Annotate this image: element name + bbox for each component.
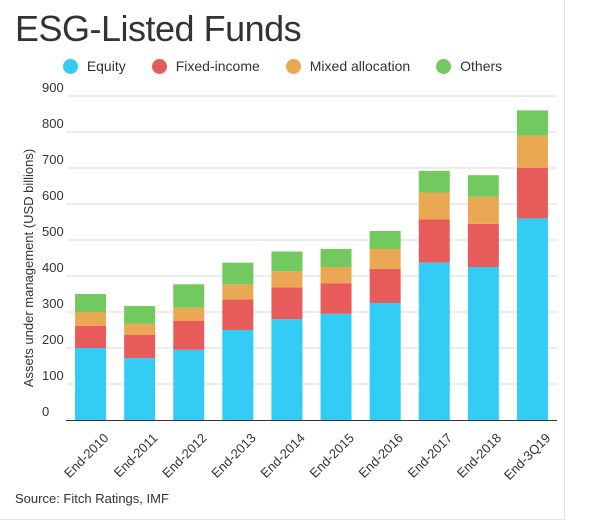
x-tick-label-end-2014: End-2014 — [257, 430, 307, 480]
legend-swatch-others — [436, 58, 452, 74]
bar-end-2014-others[interactable] — [271, 251, 303, 272]
legend-label-others: Others — [460, 58, 503, 74]
bar-end-2010-equity[interactable] — [75, 348, 107, 420]
bar-end-2013-fixed-income[interactable] — [222, 299, 254, 330]
x-tick-label-end-2018: End-2018 — [454, 430, 504, 480]
bar-end-2012-others[interactable] — [173, 284, 205, 308]
bar-end-2013-mixed-allocation[interactable] — [222, 284, 254, 300]
bar-end-2012-fixed-income[interactable] — [173, 321, 205, 350]
bar-end-2015-fixed-income[interactable] — [320, 283, 352, 314]
legend-item-others[interactable]: Others — [436, 58, 502, 74]
bar-end-2012-mixed-allocation[interactable] — [173, 307, 205, 321]
bar-end-3q19-fixed-income[interactable] — [516, 168, 548, 219]
chart-frame — [0, 0, 565, 520]
legend-swatch-fixed-income — [151, 58, 167, 74]
bar-end-3q19-others[interactable] — [516, 110, 548, 136]
x-tick-label-end-2012: End-2012 — [159, 430, 209, 480]
bar-end-2018-fixed-income[interactable] — [467, 223, 499, 267]
bar-end-3q19-equity[interactable] — [516, 218, 548, 420]
y-axis-ticks: 0 100 200 300 400 500 600 700 800 900 — [42, 80, 64, 419]
x-tick-label-end-2013: End-2013 — [208, 430, 258, 480]
x-tick-label-end-2015: End-2015 — [306, 430, 356, 480]
bar-end-2017-others[interactable] — [418, 170, 450, 193]
source-note: Source: Fitch Ratings, IMF — [15, 491, 169, 506]
y-tick-label-700: 700 — [42, 152, 64, 167]
x-tick-label-end-2011: End-2011 — [111, 430, 161, 480]
bar-end-2016-fixed-income[interactable] — [369, 268, 401, 303]
bar-end-2017-fixed-income[interactable] — [418, 219, 450, 263]
legend-swatch-equity — [62, 58, 78, 74]
bar-end-2018-equity[interactable] — [467, 267, 499, 420]
y-tick-label-900: 900 — [42, 80, 64, 95]
bar-end-2015-equity[interactable] — [320, 313, 352, 420]
legend-item-mixed-allocation[interactable]: Mixed allocation — [285, 58, 411, 74]
x-tick-label-end-3q19: End-3Q19 — [501, 430, 554, 483]
x-tick-label-end-2010: End-2010 — [61, 430, 111, 480]
bar-end-2011-others[interactable] — [124, 305, 156, 324]
bar-end-2010-fixed-income[interactable] — [75, 325, 107, 348]
bar-end-2014-mixed-allocation[interactable] — [271, 271, 303, 288]
bar-end-2018-mixed-allocation[interactable] — [467, 196, 499, 224]
chart-legend: Equity Fixed-income Mixed allocation Oth… — [0, 58, 565, 74]
bar-end-2015-others[interactable] — [320, 249, 352, 267]
bar-end-2016-others[interactable] — [369, 231, 401, 249]
bar-end-2016-equity[interactable] — [369, 303, 401, 420]
bar-end-2011-fixed-income[interactable] — [124, 334, 156, 359]
legend-label-mixed-allocation: Mixed allocation — [309, 58, 411, 74]
y-tick-label-300: 300 — [42, 296, 64, 311]
bar-end-2016-mixed-allocation[interactable] — [369, 249, 401, 269]
y-axis-label: Assets under management (USD billions) — [21, 149, 36, 387]
bars — [75, 110, 548, 420]
bar-end-2014-fixed-income[interactable] — [271, 287, 303, 320]
bar-end-2017-equity[interactable] — [418, 262, 450, 420]
bar-end-2014-equity[interactable] — [271, 319, 303, 420]
x-axis-ticks: End-2010 End-2011End-2012End-2013End-2014… — [61, 430, 553, 483]
bar-end-2011-equity[interactable] — [124, 358, 156, 420]
bar-end-2010-mixed-allocation[interactable] — [75, 312, 107, 326]
y-tick-label-600: 600 — [42, 188, 64, 203]
bar-end-2013-others[interactable] — [222, 262, 254, 285]
x-tick-label-end-2016: End-2016 — [356, 430, 406, 480]
bar-end-2012-equity[interactable] — [173, 349, 205, 420]
bar-end-2013-equity[interactable] — [222, 330, 254, 420]
y-tick-label-0: 0 — [42, 404, 49, 419]
chart-title: ESG-Listed Funds — [15, 8, 302, 49]
legend-item-fixed-income[interactable]: Fixed-income — [151, 58, 260, 74]
x-tick-label-end-2017: End-2017 — [405, 430, 455, 480]
bar-end-2011-mixed-allocation[interactable] — [124, 323, 156, 335]
bar-end-2017-mixed-allocation[interactable] — [418, 192, 450, 220]
legend-item-equity[interactable]: Equity — [62, 58, 126, 74]
y-tick-label-500: 500 — [42, 224, 64, 239]
legend-label-fixed-income: Fixed-income — [175, 58, 260, 74]
y-tick-label-800: 800 — [42, 116, 64, 131]
y-tick-label-200: 200 — [42, 332, 64, 347]
bar-end-2015-mixed-allocation[interactable] — [320, 267, 352, 284]
y-tick-label-400: 400 — [42, 260, 64, 275]
legend-label-equity: Equity — [86, 58, 126, 74]
bar-end-3q19-mixed-allocation[interactable] — [516, 135, 548, 168]
legend-swatch-mixed-allocation — [285, 58, 301, 74]
bar-end-2010-others[interactable] — [75, 294, 107, 312]
y-tick-label-100: 100 — [42, 368, 64, 383]
bar-end-2018-others[interactable] — [467, 175, 499, 197]
